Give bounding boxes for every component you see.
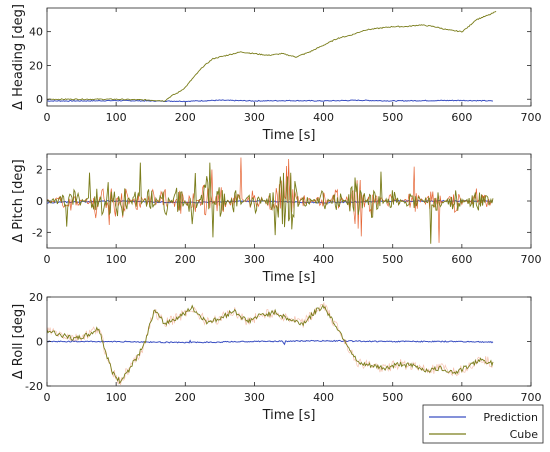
x-tick-label: 0 [44, 253, 51, 266]
x-tick-label: 400 [313, 253, 334, 266]
y-tick-label: 20 [29, 59, 43, 72]
legend-label-prediction: Prediction [483, 411, 538, 424]
y-axis-label: Δ Roll [deg] [11, 304, 26, 379]
x-tick-label: 300 [244, 111, 265, 124]
y-tick-label: 20 [29, 291, 43, 304]
series-line-cube-3 [47, 304, 494, 385]
x-tick-label: 300 [244, 253, 265, 266]
x-tick-label: 500 [382, 111, 403, 124]
y-tick-label: 0 [36, 93, 43, 106]
x-tick-label: 600 [451, 253, 472, 266]
x-tick-label: 100 [106, 111, 127, 124]
x-tick-label: 400 [313, 391, 334, 404]
x-tick-label: 400 [313, 111, 334, 124]
series-line-prediction-3 [47, 339, 494, 346]
x-axis-label: Time [s] [262, 408, 316, 423]
x-tick-label: 0 [44, 111, 51, 124]
y-tick-label: 0 [36, 195, 43, 208]
series-line-cube-2 [47, 162, 494, 244]
x-tick-label: 600 [451, 391, 472, 404]
x-tick-label: 300 [244, 391, 265, 404]
y-tick-label: 2 [36, 164, 43, 177]
series-line-cube-1 [47, 10, 497, 102]
y-axis-label: Δ Heading [deg] [11, 4, 26, 110]
series-cube-noise-2 [47, 157, 494, 243]
series-line-prediction-2 [47, 199, 494, 204]
legend: Prediction Cube [422, 404, 544, 444]
y-tick-label: 40 [29, 26, 43, 39]
x-tick-label: 500 [382, 253, 403, 266]
x-tick-label: 700 [521, 111, 542, 124]
x-tick-label: 700 [521, 391, 542, 404]
x-tick-label: 100 [106, 391, 127, 404]
x-axis-label: Time [s] [262, 128, 316, 143]
x-tick-label: 500 [382, 391, 403, 404]
x-tick-label: 200 [175, 391, 196, 404]
chart-panel-1: 0 100 200 300 400 500 600 700 0 20 40 Time [s] Δ Hea… [11, 4, 542, 143]
x-tick-label: 600 [451, 111, 472, 124]
y-tick-label: -2 [32, 226, 43, 239]
y-axis-label: Δ Pitch [deg] [11, 159, 26, 242]
x-tick-label: 0 [44, 391, 51, 404]
x-axis-label: Time [s] [262, 270, 316, 285]
axes-box-1 [46, 7, 532, 107]
chart-panel-2: 0 100 200 300 400 500 600 700 -2 0 2 Time [s] Δ Pitc… [11, 153, 542, 285]
y-tick-label: -20 [25, 380, 43, 393]
x-tick-label: 100 [106, 253, 127, 266]
x-tick-label: 200 [175, 111, 196, 124]
x-tick-label: 200 [175, 253, 196, 266]
legend-box [422, 404, 544, 444]
y-tick-label: 0 [36, 336, 43, 349]
legend-label-cube: Cube [510, 428, 539, 441]
series-line-prediction-1 [47, 99, 493, 103]
x-tick-label: 700 [521, 253, 542, 266]
